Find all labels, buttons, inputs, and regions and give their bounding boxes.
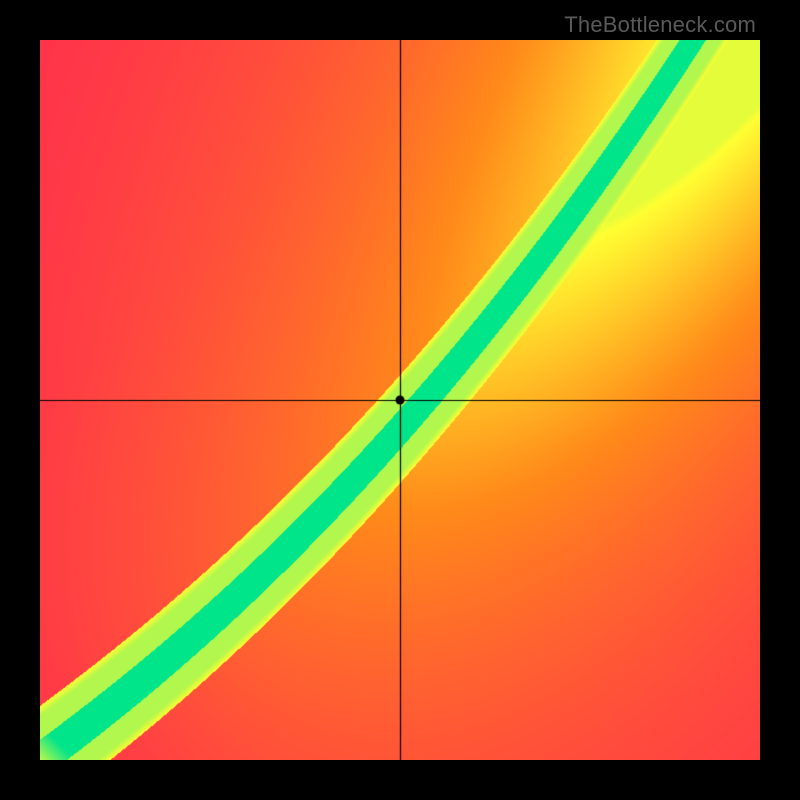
watermark-text: TheBottleneck.com <box>564 12 756 38</box>
crosshair-overlay <box>40 40 760 760</box>
bottleneck-heatmap <box>40 40 760 760</box>
